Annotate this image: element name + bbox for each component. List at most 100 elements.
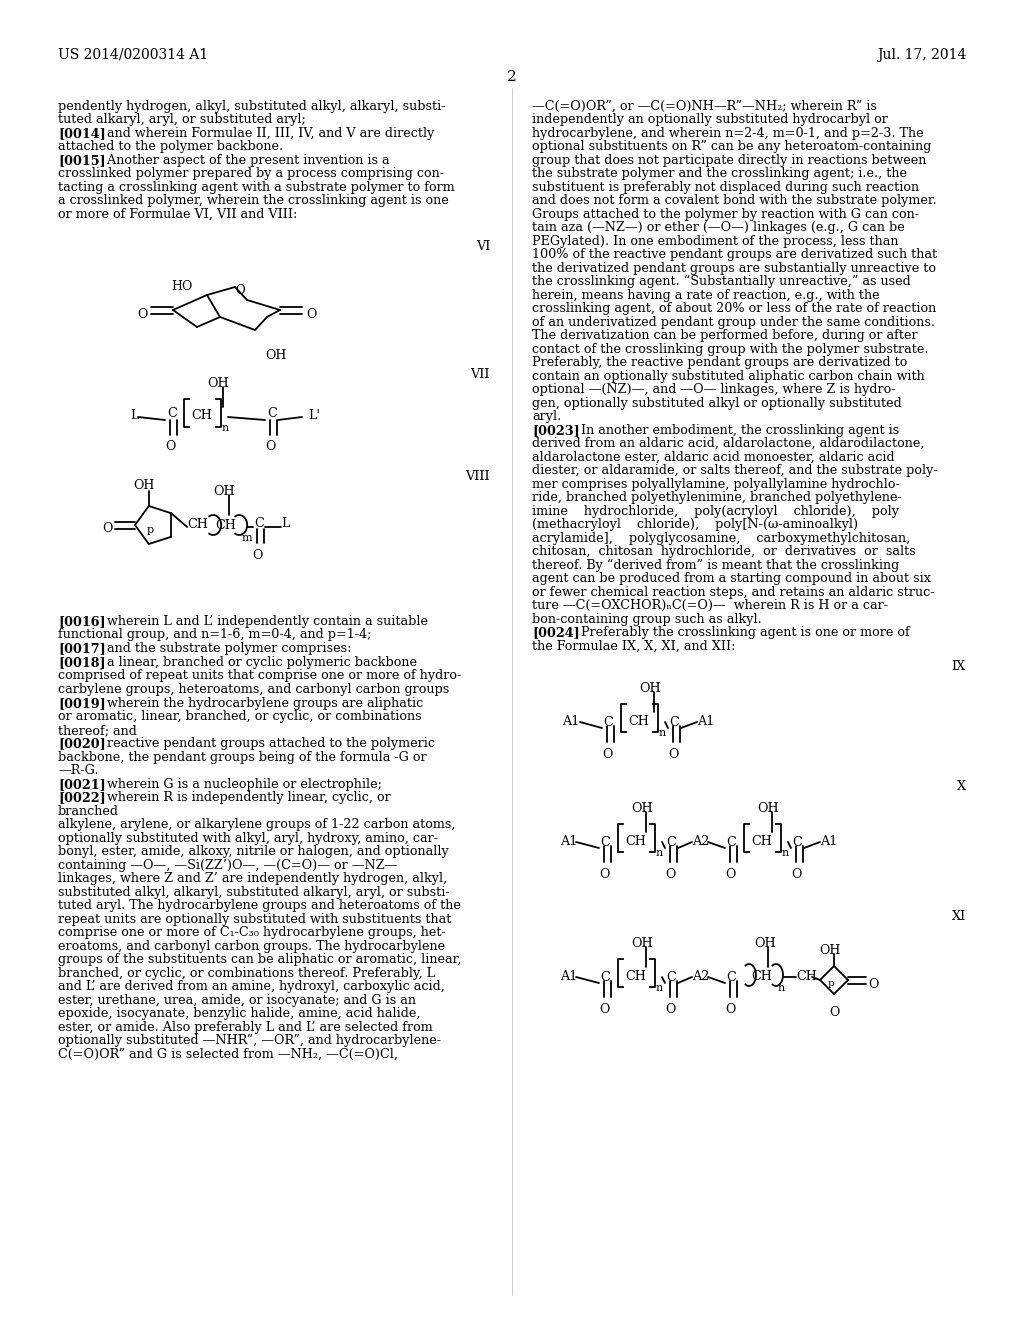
Text: the crosslinking agent. “Substantially unreactive,” as used: the crosslinking agent. “Substantially u… — [532, 275, 910, 288]
Text: A1: A1 — [697, 715, 715, 729]
Text: crosslinking agent, of about 20% or less of the rate of reaction: crosslinking agent, of about 20% or less… — [532, 302, 936, 315]
Text: C: C — [792, 836, 802, 849]
Text: VIII: VIII — [465, 470, 490, 483]
Text: bon-containing group such as alkyl.: bon-containing group such as alkyl. — [532, 612, 762, 626]
Text: n: n — [778, 983, 785, 993]
Text: CH: CH — [187, 517, 208, 531]
Text: IX: IX — [951, 660, 966, 673]
Text: gen, optionally substituted alkyl or optionally substituted: gen, optionally substituted alkyl or opt… — [532, 397, 902, 411]
Text: C: C — [669, 715, 679, 729]
Text: O: O — [602, 748, 612, 762]
Text: reactive pendant groups attached to the polymeric: reactive pendant groups attached to the … — [91, 737, 435, 750]
Text: of an underivatized pendant group under the same conditions.: of an underivatized pendant group under … — [532, 315, 935, 329]
Text: [0018]: [0018] — [58, 656, 105, 669]
Text: contact of the crosslinking group with the polymer substrate.: contact of the crosslinking group with t… — [532, 343, 929, 356]
Text: O: O — [828, 1006, 840, 1019]
Text: OH: OH — [265, 348, 287, 362]
Text: —R-G.: —R-G. — [58, 764, 98, 777]
Text: alkylene, arylene, or alkarylene groups of 1-22 carbon atoms,: alkylene, arylene, or alkarylene groups … — [58, 818, 456, 832]
Text: or aromatic, linear, branched, or cyclic, or combinations: or aromatic, linear, branched, or cyclic… — [58, 710, 422, 723]
Text: substituent is preferably not displaced during such reaction: substituent is preferably not displaced … — [532, 181, 920, 194]
Text: C: C — [167, 407, 177, 420]
Text: epoxide, isocyanate, benzylic halide, amine, acid halide,: epoxide, isocyanate, benzylic halide, am… — [58, 1007, 421, 1020]
Text: C: C — [666, 972, 676, 983]
Text: In another embodiment, the crosslinking agent is: In another embodiment, the crosslinking … — [565, 424, 899, 437]
Text: O: O — [599, 1003, 609, 1016]
Text: A1: A1 — [560, 836, 578, 847]
Text: wherein the hydrocarbylene groups are aliphatic: wherein the hydrocarbylene groups are al… — [91, 697, 423, 710]
Text: (methacryloyl    chloride),    poly[N-(ω-aminoalkyl): (methacryloyl chloride), poly[N-(ω-amino… — [532, 517, 858, 531]
Text: OH: OH — [207, 378, 228, 389]
Text: C: C — [267, 407, 276, 420]
Text: herein, means having a rate of reaction, e.g., with the: herein, means having a rate of reaction,… — [532, 289, 880, 302]
Text: backbone, the pendant groups being of the formula -G or: backbone, the pendant groups being of th… — [58, 751, 427, 764]
Text: a linear, branched or cyclic polymeric backbone: a linear, branched or cyclic polymeric b… — [91, 656, 417, 669]
Text: pendently hydrogen, alkyl, substituted alkyl, alkaryl, substi-: pendently hydrogen, alkyl, substituted a… — [58, 100, 445, 114]
Text: comprise one or more of C₁-C₃₀ hydrocarbylene groups, het-: comprise one or more of C₁-C₃₀ hydrocarb… — [58, 927, 445, 939]
Text: O: O — [252, 549, 262, 562]
Text: [0019]: [0019] — [58, 697, 105, 710]
Text: tuted alkaryl, aryl, or substituted aryl;: tuted alkaryl, aryl, or substituted aryl… — [58, 114, 306, 125]
Text: hydrocarbylene, and wherein n=2-4, m=0-1, and p=2-3. The: hydrocarbylene, and wherein n=2-4, m=0-1… — [532, 127, 924, 140]
Text: imine    hydrochloride,    poly(acryloyl    chloride),    poly: imine hydrochloride, poly(acryloyl chlor… — [532, 506, 899, 517]
Text: Jul. 17, 2014: Jul. 17, 2014 — [877, 48, 966, 62]
Text: HO: HO — [171, 281, 193, 293]
Text: O: O — [236, 285, 245, 297]
Text: and the substrate polymer comprises:: and the substrate polymer comprises: — [91, 642, 351, 655]
Text: ester, urethane, urea, amide, or isocyanate; and G is an: ester, urethane, urea, amide, or isocyan… — [58, 994, 416, 1007]
Text: wherein R is independently linear, cyclic, or: wherein R is independently linear, cycli… — [91, 791, 391, 804]
Text: O: O — [306, 308, 316, 321]
Text: n: n — [659, 729, 667, 738]
Text: substituted alkyl, alkaryl, substituted alkaryl, aryl, or substi-: substituted alkyl, alkaryl, substituted … — [58, 886, 450, 899]
Text: CH: CH — [625, 970, 646, 983]
Text: aldarolactone ester, aldaric acid monoester, aldaric acid: aldarolactone ester, aldaric acid monoes… — [532, 451, 895, 465]
Text: VI: VI — [475, 240, 490, 253]
Text: C: C — [726, 972, 736, 983]
Text: US 2014/0200314 A1: US 2014/0200314 A1 — [58, 48, 208, 62]
Text: thereof. By “derived from” is meant that the crosslinking: thereof. By “derived from” is meant that… — [532, 558, 899, 573]
Text: CH: CH — [751, 970, 772, 983]
Text: n: n — [782, 847, 790, 858]
Text: X: X — [956, 780, 966, 793]
Text: wherein L and L’ independently contain a suitable: wherein L and L’ independently contain a… — [91, 615, 428, 628]
Text: tuted aryl. The hydrocarbylene groups and heteroatoms of the: tuted aryl. The hydrocarbylene groups an… — [58, 899, 461, 912]
Text: agent can be produced from a starting compound in about six: agent can be produced from a starting co… — [532, 572, 931, 585]
Text: groups of the substituents can be aliphatic or aromatic, linear,: groups of the substituents can be alipha… — [58, 953, 462, 966]
Text: optional —(NZ)—, and —O— linkages, where Z is hydro-: optional —(NZ)—, and —O— linkages, where… — [532, 383, 896, 396]
Text: O: O — [668, 748, 678, 762]
Text: C: C — [600, 972, 609, 983]
Text: OH: OH — [133, 479, 155, 492]
Text: CH: CH — [625, 836, 646, 847]
Text: carbylene groups, heteroatoms, and carbonyl carbon groups: carbylene groups, heteroatoms, and carbo… — [58, 682, 450, 696]
Text: a crosslinked polymer, wherein the crosslinking agent is one: a crosslinked polymer, wherein the cross… — [58, 194, 449, 207]
Text: [0024]: [0024] — [532, 626, 580, 639]
Text: group that does not participate directly in reactions between: group that does not participate directly… — [532, 154, 927, 168]
Text: XI: XI — [951, 909, 966, 923]
Text: comprised of repeat units that comprise one or more of hydro-: comprised of repeat units that comprise … — [58, 669, 461, 682]
Text: L': L' — [308, 409, 319, 422]
Text: C: C — [666, 836, 676, 849]
Text: CH: CH — [628, 715, 649, 729]
Text: crosslinked polymer prepared by a process comprising con-: crosslinked polymer prepared by a proces… — [58, 168, 444, 180]
Text: 100% of the reactive pendant groups are derivatized such that: 100% of the reactive pendant groups are … — [532, 248, 937, 261]
Text: A1: A1 — [562, 715, 580, 729]
Text: repeat units are optionally substituted with substituents that: repeat units are optionally substituted … — [58, 913, 452, 927]
Text: A1: A1 — [560, 970, 578, 983]
Text: A1: A1 — [820, 836, 838, 847]
Text: ride, branched polyethylenimine, branched polyethylene-: ride, branched polyethylenimine, branche… — [532, 491, 902, 504]
Text: A2: A2 — [692, 836, 710, 847]
Text: O: O — [725, 869, 735, 880]
Text: C: C — [600, 836, 609, 849]
Text: VII: VII — [470, 368, 490, 381]
Text: C(=O)OR” and G is selected from —NH₂, —C(=O)Cl,: C(=O)OR” and G is selected from —NH₂, —C… — [58, 1048, 398, 1061]
Text: tacting a crosslinking agent with a substrate polymer to form: tacting a crosslinking agent with a subs… — [58, 181, 455, 194]
Text: functional group, and n=1-6, m=0-4, and p=1-4;: functional group, and n=1-6, m=0-4, and … — [58, 628, 372, 642]
Text: O: O — [725, 1003, 735, 1016]
Text: optionally substituted with alkyl, aryl, hydroxy, amino, car-: optionally substituted with alkyl, aryl,… — [58, 832, 438, 845]
Text: O: O — [165, 440, 175, 453]
Text: ester, or amide. Also preferably L and L’ are selected from: ester, or amide. Also preferably L and L… — [58, 1020, 433, 1034]
Text: n: n — [222, 422, 229, 433]
Text: linkages, where Z and Z’ are independently hydrogen, alkyl,: linkages, where Z and Z’ are independent… — [58, 873, 447, 884]
Text: O: O — [665, 869, 675, 880]
Text: optional substituents on R” can be any heteroatom-containing: optional substituents on R” can be any h… — [532, 140, 932, 153]
